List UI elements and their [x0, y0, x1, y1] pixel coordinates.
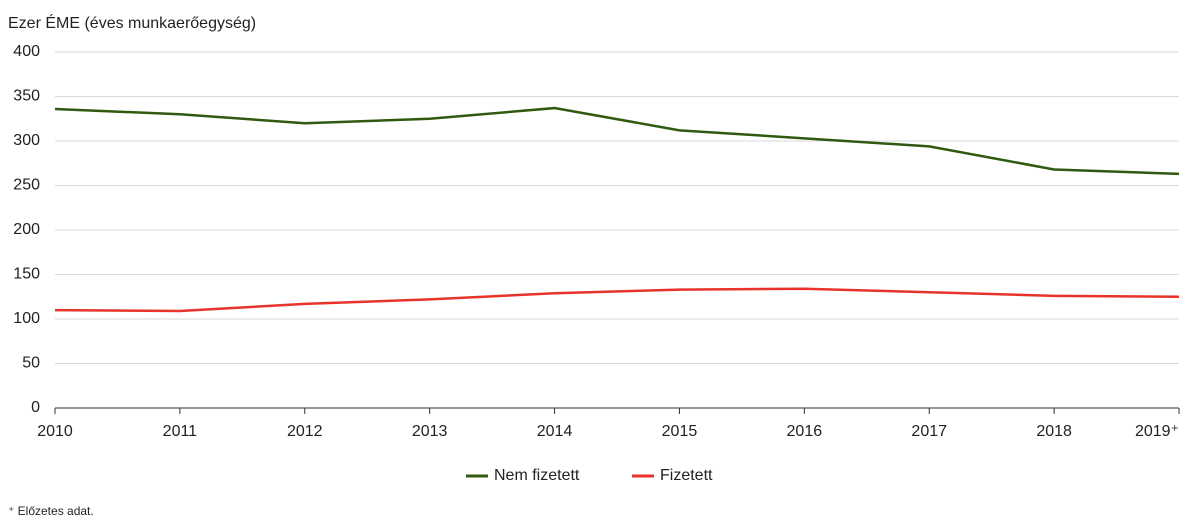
x-tick-label: 2010 [37, 423, 73, 440]
data-line [54, 287, 1180, 313]
data-line [54, 106, 1180, 176]
x-tick-label: 2018 [1036, 423, 1072, 440]
y-tick-label: 300 [13, 132, 40, 149]
x-tick-label: 2017 [911, 423, 947, 440]
legend-label: Nem fizetett [494, 467, 580, 484]
x-tick-label: 2013 [412, 423, 448, 440]
y-tick-label: 350 [13, 88, 40, 105]
y-tick-label: 250 [13, 177, 40, 194]
y-axis-label: Ezer ÉME (éves munkaerőegység) [8, 13, 256, 32]
x-tick-label: 2012 [287, 423, 323, 440]
y-tick-label: 100 [13, 310, 40, 327]
y-tick-label: 200 [13, 221, 40, 238]
x-tick-label: 2016 [787, 423, 823, 440]
legend-label: Fizetett [660, 467, 713, 484]
x-tick-label: 2014 [537, 423, 573, 440]
y-tick-label: 150 [13, 266, 40, 283]
x-tick-label: 2019⁺ [1135, 423, 1179, 440]
x-tick-label: 2011 [163, 423, 198, 440]
y-tick-label: 50 [22, 355, 40, 372]
y-tick-label: 400 [13, 43, 40, 60]
footnote: ⁺ Előzetes adat. [8, 504, 94, 518]
x-tick-label: 2015 [662, 423, 698, 440]
y-tick-label: 0 [31, 399, 40, 416]
